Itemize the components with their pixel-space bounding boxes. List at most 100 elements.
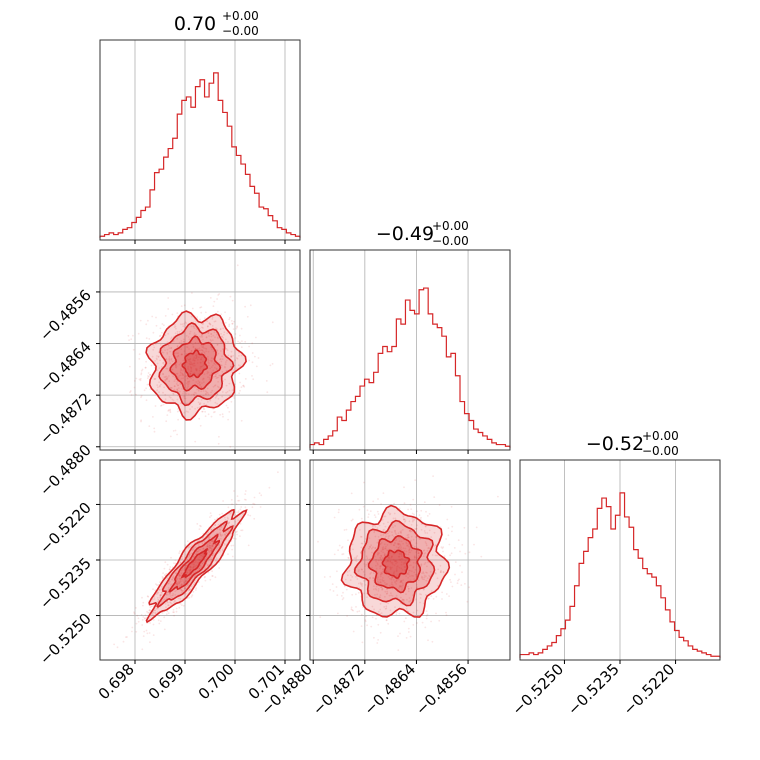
scatter-point [369, 510, 372, 512]
scatter-point [251, 506, 254, 509]
scatter-point [400, 553, 403, 556]
scatter-point [161, 351, 164, 354]
scatter-point [214, 396, 217, 399]
scatter-point [170, 583, 173, 586]
scatter-point [186, 558, 189, 561]
scatter-point [427, 639, 429, 642]
scatter-point [217, 386, 220, 389]
scatter-point [225, 369, 228, 372]
scatter-point [175, 572, 178, 575]
scatter-point [192, 567, 195, 569]
scatter-point [158, 335, 161, 338]
scatter-point [373, 636, 375, 639]
scatter-point [231, 548, 234, 551]
scatter-point [205, 391, 208, 394]
scatter-point [217, 294, 220, 296]
scatter-point [189, 565, 191, 568]
scatter-point [225, 359, 228, 362]
scatter-point [382, 548, 385, 551]
scatter-point [180, 348, 183, 351]
scatter-point [154, 612, 157, 615]
scatter-point [196, 368, 198, 371]
scatter-point [180, 329, 183, 331]
scatter-point [400, 530, 403, 532]
scatter-point [214, 384, 217, 386]
scatter-point [409, 529, 411, 532]
y-tick-label: −0.4856 [36, 286, 95, 345]
scatter-point [193, 364, 196, 367]
scatter-point [438, 619, 441, 622]
x-tick-label: −0.5235 [564, 660, 623, 719]
scatter-point [395, 560, 398, 562]
scatter-point [232, 395, 235, 398]
scatter-point [175, 583, 178, 586]
scatter-point [372, 500, 375, 503]
scatter-point [159, 359, 162, 362]
scatter-point [165, 572, 168, 575]
scatter-point [204, 347, 207, 350]
scatter-point [342, 553, 345, 555]
scatter-point [188, 553, 191, 556]
scatter-point [468, 551, 471, 554]
scatter-point [234, 333, 237, 335]
scatter-point [161, 591, 163, 594]
scatter-point [200, 311, 203, 314]
y-tick-label: −0.4864 [36, 338, 95, 397]
scatter-point [200, 365, 203, 368]
scatter-point [459, 550, 461, 553]
scatter-point [193, 547, 195, 549]
scatter-point [337, 612, 339, 615]
scatter-point [403, 502, 406, 505]
scatter-point [406, 598, 408, 601]
scatter-point [178, 582, 181, 585]
scatter-point [140, 420, 142, 423]
scatter-point [170, 368, 173, 371]
scatter-point [199, 403, 201, 405]
scatter-point [156, 611, 159, 613]
scatter-point [186, 382, 188, 385]
scatter-point [137, 332, 140, 335]
scatter-point [193, 362, 196, 365]
scatter-point [377, 498, 379, 500]
scatter-point [149, 373, 152, 376]
scatter-point [252, 378, 255, 381]
scatter-point [201, 562, 204, 565]
scatter-point [373, 531, 376, 534]
scatter-point [392, 517, 395, 520]
scatter-point [132, 334, 134, 337]
scatter-point [168, 396, 171, 398]
scatter-point [152, 588, 154, 591]
scatter-point [149, 622, 152, 624]
scatter-point [254, 355, 256, 358]
scatter-point [219, 358, 221, 361]
scatter-point [177, 384, 179, 387]
scatter-point [346, 574, 349, 577]
scatter-point [182, 369, 184, 372]
scatter-point [150, 605, 153, 608]
scatter-point [196, 406, 199, 409]
scatter-point [200, 398, 203, 401]
scatter-point [166, 591, 169, 594]
scatter-point [198, 558, 201, 561]
scatter-point [178, 374, 181, 377]
scatter-point [186, 571, 189, 574]
scatter-point [162, 572, 165, 574]
scatter-point [168, 356, 171, 358]
scatter-point [211, 339, 214, 341]
scatter-point [240, 506, 243, 508]
scatter-point [197, 581, 200, 583]
scatter-point [206, 372, 209, 375]
scatter-point [218, 513, 221, 516]
scatter-point [192, 563, 195, 565]
scatter-point [209, 544, 211, 547]
scatter-point [181, 604, 183, 606]
scatter-point [176, 410, 179, 413]
scatter-point [145, 360, 148, 363]
scatter-point [212, 369, 215, 372]
scatter-point [230, 400, 233, 403]
scatter-point [183, 569, 186, 571]
scatter-point [369, 546, 372, 548]
scatter-point [152, 619, 155, 621]
scatter-point [187, 383, 189, 386]
scatter-point [194, 337, 197, 340]
